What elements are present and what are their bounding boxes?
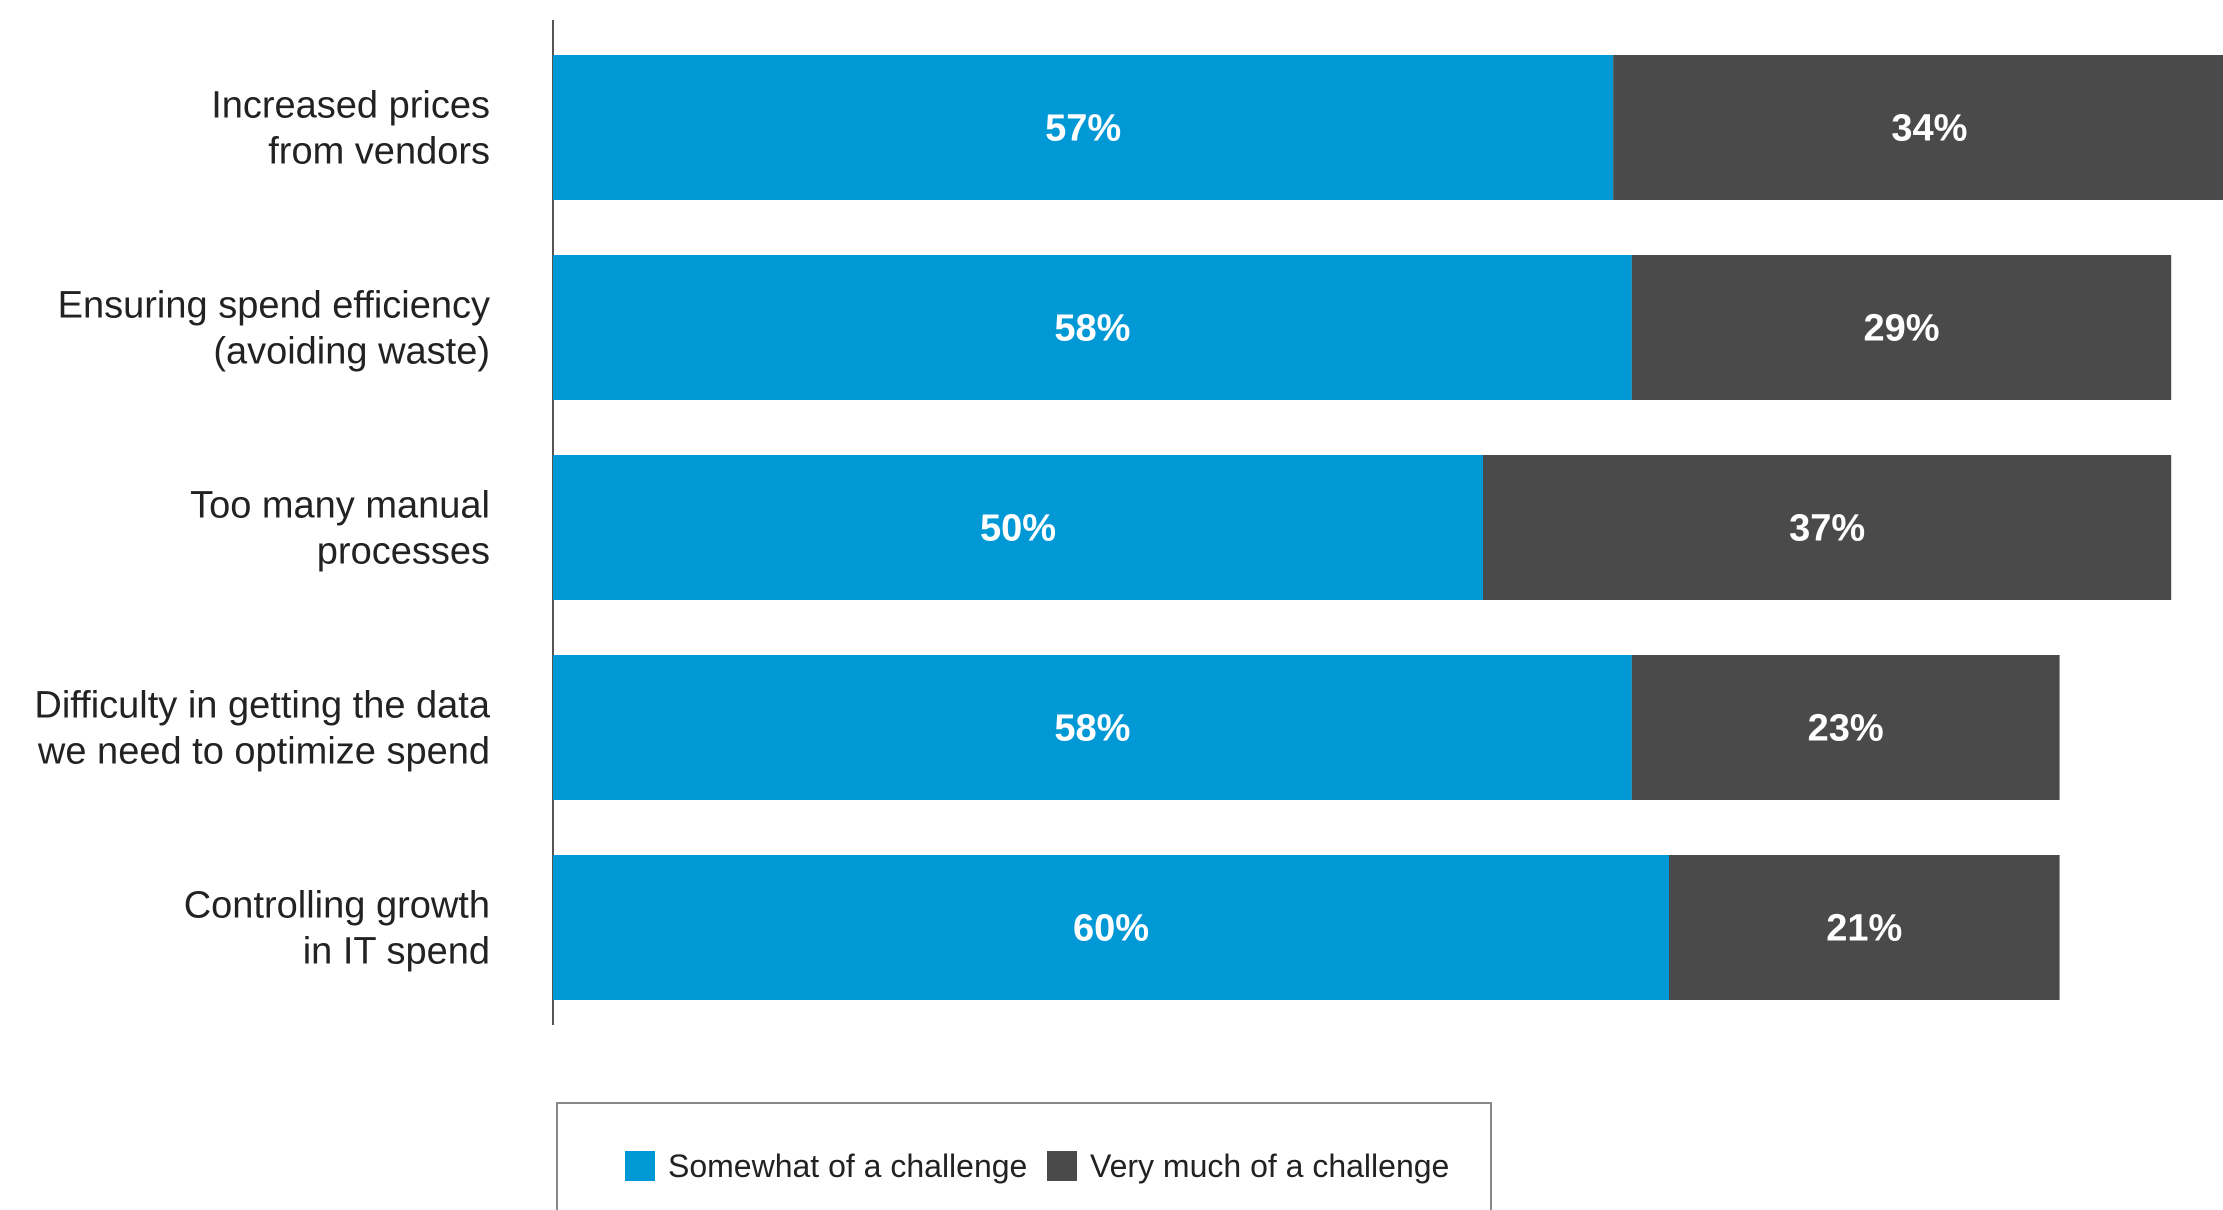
legend-frame — [556, 1102, 1492, 1210]
category-label-4-line-0: Controlling growth — [184, 885, 490, 927]
data-label-somewhat-0: 57% — [1045, 108, 1121, 150]
legend-label-very-much: Very much of a challenge — [1090, 1148, 1449, 1184]
data-label-somewhat-1: 58% — [1054, 308, 1130, 350]
data-label-very-much-2: 37% — [1789, 508, 1865, 550]
data-label-very-much-1: 29% — [1863, 308, 1939, 350]
bar-somewhat-3 — [553, 655, 1632, 800]
legend-label-somewhat: Somewhat of a challenge — [668, 1148, 1027, 1184]
bar-very-much-3 — [1631, 655, 2060, 800]
legend: Somewhat of a challenge Very much of a c… — [556, 1102, 1492, 1210]
category-label-0-line-0: Increased prices — [211, 85, 490, 127]
category-label-2-line-0: Too many manual — [190, 485, 490, 527]
data-label-somewhat-2: 50% — [980, 508, 1056, 550]
data-label-somewhat-3: 58% — [1054, 708, 1130, 750]
category-label-1-line-0: Ensuring spend efficiency — [58, 285, 490, 327]
bar-somewhat-4 — [553, 855, 1669, 1000]
data-label-very-much-3: 23% — [1808, 708, 1884, 750]
bars-group: 57% 34% 58% 29% 50% 37% 58% 23% 60% 21% — [553, 55, 2223, 1000]
category-label-1-line-1: (avoiding waste) — [213, 331, 490, 373]
category-label-3-line-0: Difficulty in getting the data — [34, 685, 490, 727]
category-label-0-line-1: from vendors — [268, 131, 490, 173]
legend-swatch-very-much — [1047, 1151, 1077, 1181]
bar-very-much-1 — [1631, 255, 2172, 400]
data-label-somewhat-4: 60% — [1073, 908, 1149, 950]
bar-very-much-2 — [1483, 455, 2172, 600]
category-label-4-line-1: in IT spend — [303, 931, 490, 973]
category-label-3-line-1: we need to optimize spend — [37, 731, 490, 773]
bar-very-much-0 — [1613, 55, 2223, 200]
data-label-very-much-0: 34% — [1891, 108, 1967, 150]
bar-somewhat-1 — [553, 255, 1632, 400]
data-label-very-much-4: 21% — [1826, 908, 1902, 950]
bar-somewhat-0 — [553, 55, 1614, 200]
legend-swatch-somewhat — [625, 1151, 655, 1181]
bar-very-much-4 — [1669, 855, 2060, 1000]
category-label-2-line-1: processes — [317, 531, 490, 573]
bar-somewhat-2 — [553, 455, 1483, 600]
